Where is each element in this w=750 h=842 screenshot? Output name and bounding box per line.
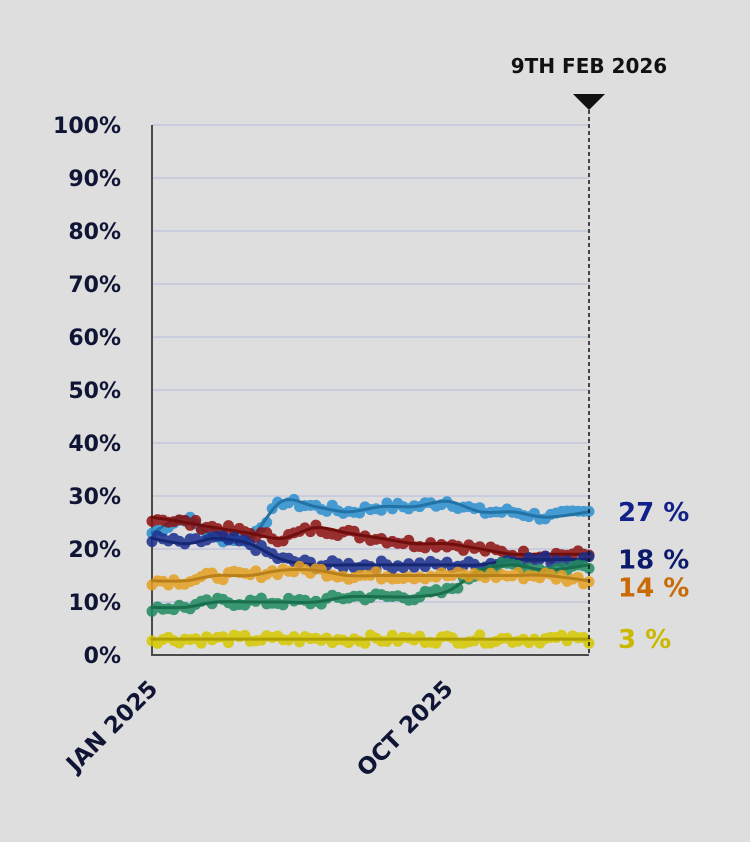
x-tick-label: JAN 2025 xyxy=(60,676,163,779)
y-tick-label: 90% xyxy=(68,167,121,192)
y-tick-label: 50% xyxy=(68,379,121,404)
axes xyxy=(151,125,589,656)
y-axis-tick-labels: 0% 10% 20% 30% 40% 50% 60% 70% 80% 90% 100% xyxy=(53,114,121,669)
marker-label: 9TH FEB 2026 xyxy=(511,54,667,78)
y-tick-label: 60% xyxy=(68,326,121,351)
gridlines xyxy=(152,124,589,603)
series-4 xyxy=(146,560,595,591)
end-labels: 27 % 18 %14 % 3 % xyxy=(618,498,689,655)
series-3 xyxy=(146,557,595,617)
series-lines xyxy=(146,493,595,649)
series-5 xyxy=(146,629,595,649)
y-tick-label: 0% xyxy=(84,644,121,669)
trend-line xyxy=(150,515,591,557)
end-label: 18 % xyxy=(618,546,689,576)
y-tick-label: 100% xyxy=(53,114,121,139)
y-tick-label: 20% xyxy=(68,538,121,563)
trend-line xyxy=(150,568,591,583)
y-tick-label: 40% xyxy=(68,432,121,457)
y-tick-label: 70% xyxy=(68,273,121,298)
y-tick-label: 80% xyxy=(68,220,121,245)
y-tick-label: 10% xyxy=(68,591,121,616)
x-axis-tick-labels: JAN 2025 OCT 2025 xyxy=(60,676,458,782)
x-tick-label: OCT 2025 xyxy=(352,676,458,782)
trend-line xyxy=(150,563,591,610)
end-label: 14 % xyxy=(618,574,689,604)
marker-triangle-icon xyxy=(573,94,605,110)
end-label: 27 % xyxy=(618,498,689,528)
y-tick-label: 30% xyxy=(68,485,121,510)
end-label: 3 % xyxy=(618,625,671,655)
date-marker: 9TH FEB 2026 xyxy=(511,54,667,655)
